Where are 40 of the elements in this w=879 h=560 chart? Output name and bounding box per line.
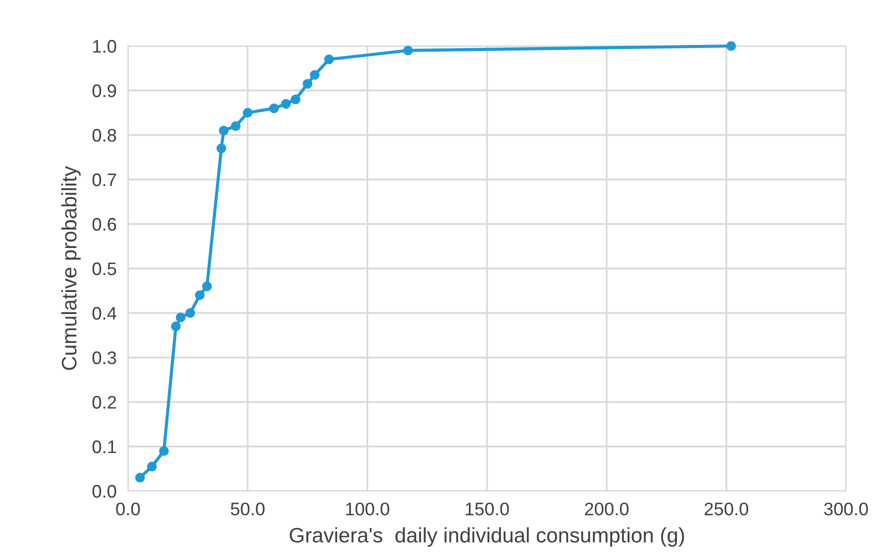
point [176,312,186,322]
y-tick-label: 0.2 [92,396,116,409]
y-tick-label: 0.5 [92,262,116,276]
x-axis-title: Graviera's daily individual consumption (g) [290,527,684,547]
y-tick-label: 0.8 [92,128,116,142]
x-tick-label: 100.0 [346,502,390,516]
y-tick-label: 0.0 [92,484,116,498]
y-axis-title: Cumulative probability [61,166,81,370]
x-tick-label: 150.0 [466,502,509,516]
x-tick-label: 250.0 [704,502,748,516]
point [242,108,253,118]
x-tick-label: 300.0 [824,502,868,516]
point [194,290,205,300]
x-tick-label: 0.0 [116,502,140,516]
point [726,41,736,51]
point [171,321,181,332]
point [159,446,169,456]
point [324,54,334,64]
y-tick-label: 0.9 [92,84,116,98]
point [403,46,413,56]
point [185,308,196,318]
y-tick-label: 0.6 [92,218,116,231]
y-tick-label: 0.3 [92,351,116,364]
point [147,462,157,472]
point [302,78,312,89]
point [216,143,226,154]
x-tick-label: 200.0 [584,502,629,516]
y-tick-label: 0.4 [92,306,116,320]
point [218,126,229,136]
point [290,94,300,104]
point [310,70,320,80]
y-tick-label: 0.1 [92,440,116,454]
y-tick-label: 0.7 [92,173,116,186]
y-tick-label: 1.0 [93,40,116,53]
point [281,98,291,109]
point [230,121,241,131]
point [135,472,145,483]
point [269,103,279,114]
x-tick-label: 50.0 [230,502,265,516]
point [202,281,212,292]
